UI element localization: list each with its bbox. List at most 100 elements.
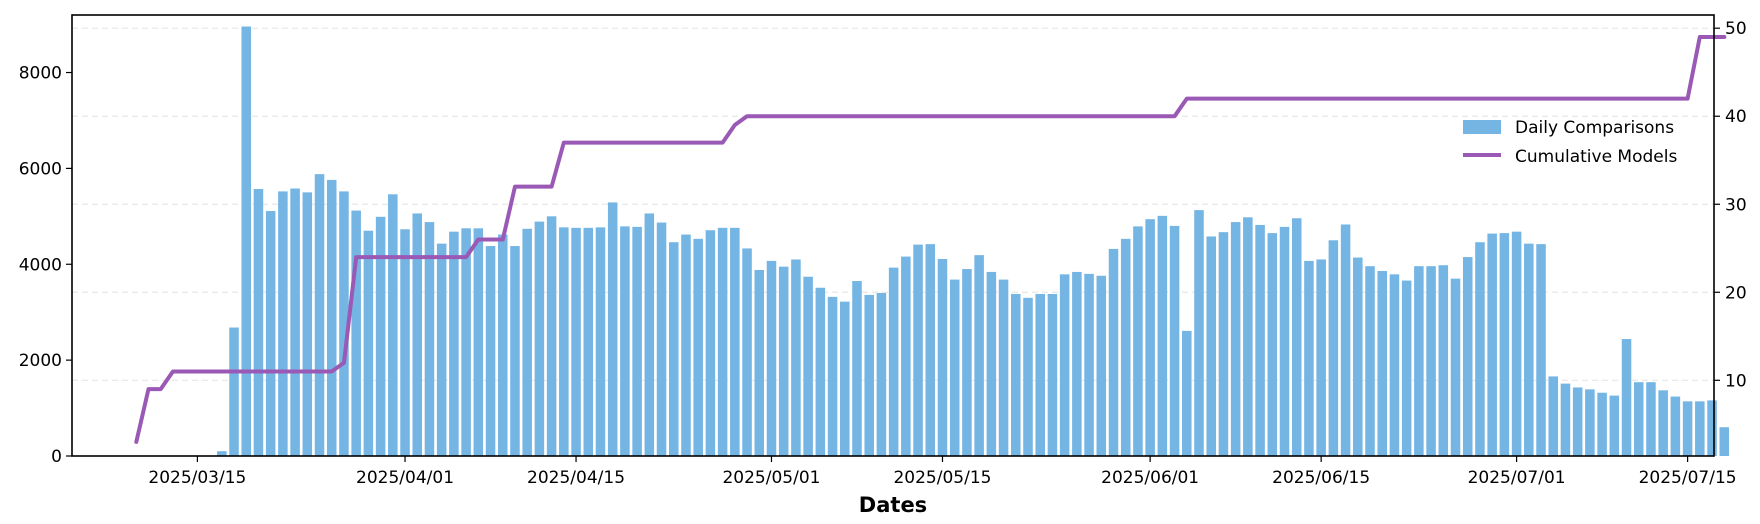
bar <box>253 189 264 456</box>
bar <box>644 213 655 456</box>
bar <box>351 210 361 456</box>
x-tick-label: 2025/03/15 <box>148 468 246 488</box>
x-tick-label: 2025/06/15 <box>1272 468 1370 488</box>
bar <box>1255 224 1265 456</box>
bar <box>1328 240 1339 456</box>
bar <box>717 227 728 456</box>
bar <box>1218 232 1229 456</box>
bar <box>473 228 484 456</box>
bar <box>949 279 960 456</box>
bar <box>241 26 251 457</box>
cumulative-models-line <box>134 35 1727 444</box>
legend-label-daily-comparisons: Daily Comparisons <box>1515 118 1674 138</box>
bar <box>815 287 826 456</box>
bar <box>1267 233 1278 456</box>
bar <box>1011 293 1021 456</box>
bar <box>791 259 801 456</box>
bar <box>888 267 899 456</box>
bar <box>1426 266 1436 456</box>
bar <box>314 174 325 456</box>
bar <box>534 221 545 456</box>
bar <box>510 246 520 456</box>
bar <box>1133 226 1143 456</box>
bar <box>778 266 789 456</box>
bar <box>766 260 777 456</box>
right-tick-label: 10 <box>1725 371 1747 391</box>
bar <box>974 255 984 456</box>
bar <box>1169 225 1180 456</box>
bar <box>925 244 936 456</box>
bar <box>571 227 581 456</box>
bar <box>693 238 703 456</box>
bar <box>962 269 972 456</box>
bar <box>1035 293 1045 456</box>
bar <box>1695 401 1705 456</box>
bar <box>1597 392 1607 456</box>
daily-comparisons-bars <box>217 26 1730 457</box>
bar <box>1682 401 1693 456</box>
bar <box>1084 273 1094 456</box>
bar <box>998 279 1009 456</box>
bar <box>852 281 862 456</box>
x-tick-label: 2025/05/15 <box>893 468 991 488</box>
plot-frame <box>71 14 1715 457</box>
bar <box>1316 259 1326 456</box>
bar <box>1572 387 1583 456</box>
bar <box>595 227 606 456</box>
right-y-axis: 10 20 30 40 50 <box>1714 19 1747 391</box>
bar <box>705 230 716 456</box>
left-y-axis: 0 2000 4000 6000 8000 <box>19 64 72 467</box>
bar <box>1072 271 1082 456</box>
bar <box>497 234 508 456</box>
bar <box>1353 257 1363 456</box>
bar <box>1499 233 1510 456</box>
bar <box>901 256 911 456</box>
bar <box>1365 266 1375 456</box>
bar <box>290 188 300 456</box>
bar <box>1536 244 1546 456</box>
bar <box>937 258 948 456</box>
bar <box>1023 297 1033 456</box>
bar <box>1438 265 1449 456</box>
legend-label-cumulative-models: Cumulative Models <box>1515 147 1677 167</box>
bar <box>1145 219 1155 456</box>
bar <box>730 227 740 456</box>
x-tick-label: 2025/06/01 <box>1101 468 1199 488</box>
bar <box>607 202 618 456</box>
left-tick-label: 6000 <box>19 159 62 179</box>
bar <box>1524 243 1534 456</box>
left-tick-label: 0 <box>51 447 62 467</box>
bar <box>326 179 337 457</box>
bar <box>339 191 349 456</box>
x-axis-title: Dates <box>859 493 927 517</box>
bar <box>1621 339 1632 456</box>
x-tick-label: 2025/04/01 <box>356 468 454 488</box>
bar <box>1560 383 1571 456</box>
bar <box>1511 231 1522 456</box>
left-tick-label: 2000 <box>19 351 62 371</box>
bar <box>1475 242 1485 456</box>
left-tick-label: 4000 <box>19 255 62 275</box>
bar <box>559 227 569 456</box>
right-tick-label: 50 <box>1725 19 1747 39</box>
bar <box>229 327 239 456</box>
right-tick-label: 20 <box>1725 283 1747 303</box>
bar <box>656 222 667 456</box>
bar <box>620 226 630 456</box>
bar <box>449 231 459 456</box>
bar <box>803 276 813 456</box>
bar <box>827 296 838 456</box>
bar <box>1279 226 1290 456</box>
bar <box>1304 260 1314 456</box>
bar <box>1707 400 1717 456</box>
bar <box>388 194 398 456</box>
bar <box>754 270 765 456</box>
bar <box>1633 382 1644 456</box>
bar <box>424 222 435 456</box>
x-tick-label: 2025/05/01 <box>722 468 820 488</box>
bar <box>632 226 642 456</box>
bar <box>1243 217 1253 456</box>
bar <box>1646 382 1656 456</box>
bar <box>485 246 496 456</box>
